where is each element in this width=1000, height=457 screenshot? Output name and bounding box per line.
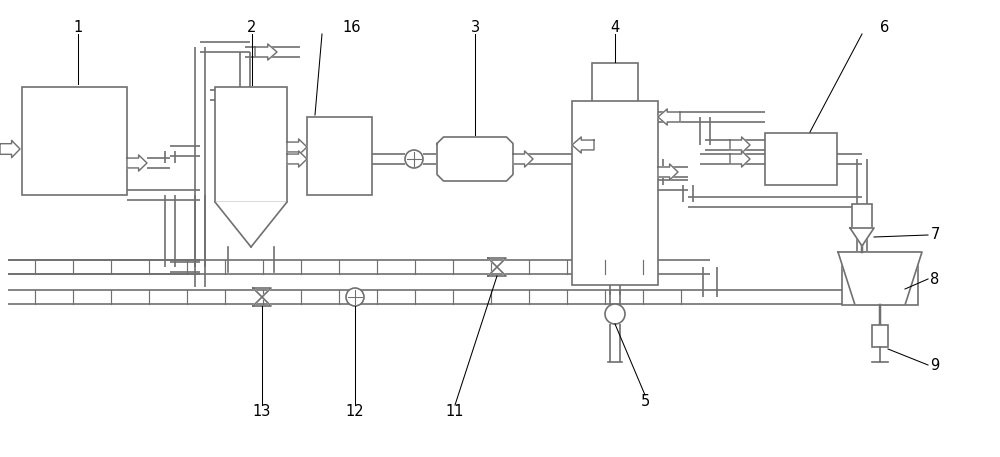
Polygon shape <box>253 297 271 306</box>
Text: 2: 2 <box>247 20 257 34</box>
Circle shape <box>605 304 625 324</box>
Polygon shape <box>255 44 277 60</box>
Bar <box>842 252 918 305</box>
Bar <box>765 133 837 185</box>
Polygon shape <box>658 109 680 125</box>
Bar <box>872 325 888 347</box>
Bar <box>572 101 658 285</box>
Text: 4: 4 <box>610 20 620 34</box>
Bar <box>22 87 127 195</box>
Polygon shape <box>215 202 287 247</box>
Circle shape <box>405 150 423 168</box>
Polygon shape <box>437 137 513 181</box>
Text: 16: 16 <box>343 20 361 34</box>
Polygon shape <box>572 137 594 153</box>
Polygon shape <box>287 139 307 155</box>
Text: 11: 11 <box>446 404 464 420</box>
Bar <box>852 204 872 229</box>
Text: 9: 9 <box>930 357 940 372</box>
Polygon shape <box>730 151 750 167</box>
Polygon shape <box>488 258 506 267</box>
Text: 5: 5 <box>640 394 650 409</box>
Text: 7: 7 <box>930 228 940 243</box>
Text: 13: 13 <box>253 404 271 420</box>
Polygon shape <box>287 151 307 167</box>
Polygon shape <box>658 164 678 180</box>
Polygon shape <box>488 267 506 276</box>
Bar <box>307 117 372 195</box>
Text: 3: 3 <box>470 20 480 34</box>
Polygon shape <box>253 288 271 297</box>
Polygon shape <box>127 155 147 171</box>
Text: 12: 12 <box>346 404 364 420</box>
Circle shape <box>346 288 364 306</box>
Text: 6: 6 <box>880 20 890 34</box>
Text: 8: 8 <box>930 271 940 287</box>
Bar <box>592 63 638 105</box>
Polygon shape <box>730 137 750 153</box>
Polygon shape <box>0 140 20 158</box>
Polygon shape <box>850 228 874 246</box>
Text: 1: 1 <box>73 20 83 34</box>
Bar <box>215 87 287 202</box>
Polygon shape <box>513 151 533 167</box>
Polygon shape <box>838 252 922 305</box>
